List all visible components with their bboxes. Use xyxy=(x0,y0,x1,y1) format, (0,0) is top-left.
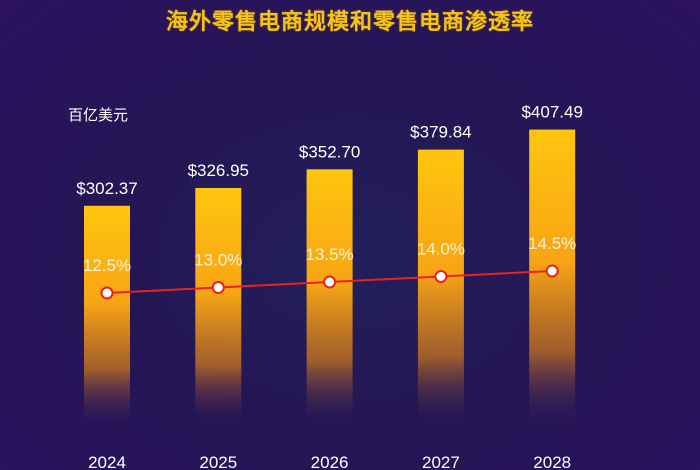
rate-marker xyxy=(100,286,114,300)
x-tick-label: 2027 xyxy=(422,453,460,470)
bar-value-label: $379.84 xyxy=(410,123,471,142)
unit-label: 百亿美元 xyxy=(68,106,129,124)
rate-label: 14.0% xyxy=(417,240,465,259)
rate-marker xyxy=(323,275,337,289)
bar-value-label: $352.70 xyxy=(299,142,360,161)
x-tick-label: 2026 xyxy=(311,453,349,470)
bar-2027 xyxy=(417,149,464,425)
bar-value-label: $326.95 xyxy=(188,161,249,180)
bar-value-label: $302.37 xyxy=(76,179,137,198)
x-tick-label: 2025 xyxy=(199,453,237,470)
rate-label: 14.5% xyxy=(528,234,576,253)
x-tick-label: 2028 xyxy=(533,453,571,470)
chart-title: 海外零售电商规模和零售电商渗透率 xyxy=(165,10,534,35)
bar-2024 xyxy=(84,205,130,425)
rate-marker xyxy=(211,281,225,294)
rate-label: 12.5% xyxy=(83,256,131,275)
rate-label: 13.0% xyxy=(194,251,242,270)
rate-marker xyxy=(545,264,559,278)
x-tick-label: 2024 xyxy=(88,453,126,470)
rate-label: 13.5% xyxy=(305,245,353,264)
bar-2025 xyxy=(195,187,242,425)
rate-marker xyxy=(434,270,448,283)
bar-value-label: $407.49 xyxy=(521,103,582,122)
bar-2026 xyxy=(306,169,353,425)
